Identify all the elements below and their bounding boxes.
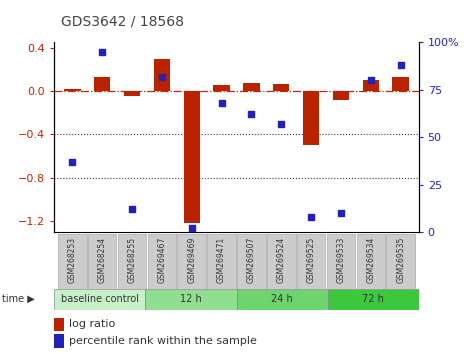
Point [158,74,166,79]
Bar [207,234,236,289]
Point [367,78,375,83]
Bar [118,234,146,289]
Text: baseline control: baseline control [61,294,139,304]
Text: GSM269507: GSM269507 [247,237,256,283]
Point [69,159,76,165]
Bar [243,82,260,91]
Bar [54,334,63,348]
Text: GSM269469: GSM269469 [187,237,196,283]
Text: GSM269471: GSM269471 [217,237,226,283]
Bar [386,234,415,289]
Bar [54,318,63,331]
Text: GSM269535: GSM269535 [396,237,405,283]
Text: GSM269525: GSM269525 [307,237,315,283]
Point [248,112,255,117]
Point [278,121,285,127]
Text: log ratio: log ratio [69,319,115,329]
Text: GSM268253: GSM268253 [68,237,77,283]
Bar [148,234,176,289]
Bar [58,234,87,289]
Bar [333,91,349,100]
Bar [146,289,236,310]
Point [98,49,106,55]
Bar [237,234,266,289]
Bar [64,89,80,91]
Bar [297,234,325,289]
Text: GDS3642 / 18568: GDS3642 / 18568 [61,14,184,28]
Bar [88,234,116,289]
Text: time ▶: time ▶ [2,294,35,304]
Bar [213,85,230,91]
Bar [154,59,170,91]
Bar [267,234,296,289]
Bar [177,234,206,289]
Bar [273,84,289,91]
Text: GSM268255: GSM268255 [128,237,137,283]
Bar [327,234,355,289]
Point [188,225,195,231]
Text: GSM269534: GSM269534 [367,237,376,283]
Bar [54,289,146,310]
Text: 12 h: 12 h [180,294,202,304]
Bar [363,80,379,91]
Text: GSM268254: GSM268254 [97,237,106,283]
Text: percentile rank within the sample: percentile rank within the sample [69,336,257,346]
Bar [393,77,409,91]
Bar [184,91,200,223]
Bar [124,91,140,96]
Point [397,62,404,68]
Text: 72 h: 72 h [362,294,384,304]
Bar [303,91,319,145]
Text: GSM269467: GSM269467 [158,237,166,283]
Text: 24 h: 24 h [271,294,293,304]
Text: GSM269533: GSM269533 [336,237,345,283]
Bar [94,77,110,91]
Bar [357,234,385,289]
Point [337,210,345,216]
Text: GSM269524: GSM269524 [277,237,286,283]
Point [128,206,136,212]
Bar [327,289,419,310]
Bar [236,289,327,310]
Point [218,100,225,106]
Point [307,214,315,219]
